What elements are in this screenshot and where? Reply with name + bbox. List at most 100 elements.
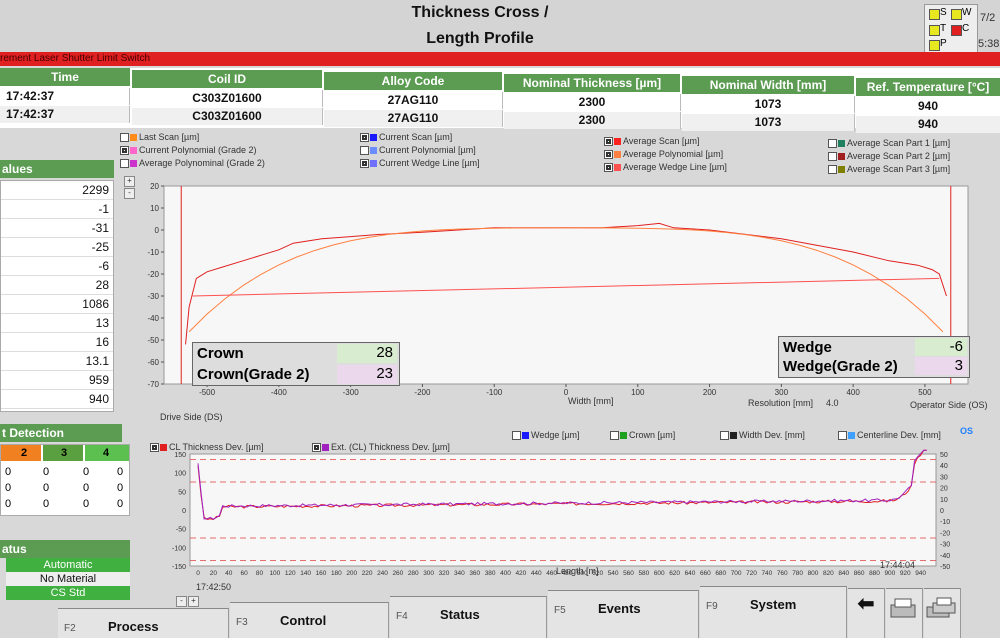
value-row: -1 xyxy=(1,200,113,219)
checkbox-icon[interactable] xyxy=(512,431,521,441)
y-right-tick-label: -40 xyxy=(940,553,950,560)
detection-panel-title: t Detection xyxy=(0,424,122,442)
length-zoom-in-button[interactable]: + xyxy=(188,596,199,607)
legend-label: Ext. (CL) Thickness Dev. [µm] xyxy=(331,442,450,452)
checkbox-checked-icon[interactable] xyxy=(360,159,369,169)
fkey-process-button[interactable]: F2 Process xyxy=(58,608,229,638)
detection-col-2 xyxy=(43,445,83,461)
checkbox-checked-icon[interactable] xyxy=(604,163,613,173)
cross-legend-item[interactable]: Average Scan Part 1 [µm] xyxy=(828,138,950,149)
checkbox-icon[interactable] xyxy=(838,431,847,441)
legend-label: Crown [µm] xyxy=(629,430,676,440)
x-tick-label: 680 xyxy=(715,570,726,577)
print-all-button[interactable] xyxy=(924,588,961,638)
x-tick-label: 380 xyxy=(485,570,496,577)
checkbox-icon[interactable] xyxy=(828,139,837,149)
cross-legend-item[interactable]: Current Polynomial (Grade 2) xyxy=(120,145,257,156)
col-thickness-header: Nominal Thickness [µm] xyxy=(504,74,680,92)
length-zoom-out-button[interactable]: - xyxy=(176,596,187,607)
length-legend-item[interactable]: Ext. (CL) Thickness Dev. [µm] xyxy=(312,442,450,453)
checkbox-icon[interactable] xyxy=(120,159,129,169)
row1-time: 17:42:37 xyxy=(0,88,130,105)
fkey-label: Status xyxy=(440,607,480,622)
length-legend-item[interactable]: Wedge [µm] xyxy=(512,430,580,441)
x-tick-label: 80 xyxy=(256,570,264,577)
x-tick-label: 780 xyxy=(792,570,803,577)
legend-swatch xyxy=(370,147,377,155)
cross-legend-item[interactable]: Current Scan [µm] xyxy=(360,132,452,143)
y-left-tick-label: -50 xyxy=(176,527,186,534)
detection-cell: 0 xyxy=(42,498,50,510)
fkey-events-button[interactable]: F5 Events xyxy=(548,590,699,638)
checkbox-checked-icon[interactable] xyxy=(120,146,129,156)
cross-legend-item[interactable]: Current Wedge Line [µm] xyxy=(360,158,480,169)
cross-legend-item[interactable]: Average Polynominal (Grade 2) xyxy=(120,158,265,169)
checkbox-checked-icon[interactable] xyxy=(312,443,321,453)
alarm-bar[interactable]: rement Laser Shutter Limit Switch xyxy=(0,52,1000,66)
detection-header-2: 2 xyxy=(20,447,28,459)
cross-legend-item[interactable]: Current Polynomial [µm] xyxy=(360,145,476,156)
checkbox-checked-icon[interactable] xyxy=(604,137,613,147)
legend-swatch xyxy=(620,432,627,440)
checkbox-icon[interactable] xyxy=(120,133,129,143)
length-legend-item[interactable]: Width Dev. [mm] xyxy=(720,430,805,441)
checkbox-checked-icon[interactable] xyxy=(360,133,369,143)
crown2-label: Crown(Grade 2) xyxy=(197,366,310,383)
row2-coil: C303Z01600 xyxy=(132,108,323,125)
print-button[interactable] xyxy=(886,588,923,638)
indicator-s-lamp xyxy=(929,9,940,20)
checkbox-icon[interactable] xyxy=(360,146,369,156)
legend-swatch xyxy=(614,138,621,146)
checkbox-icon[interactable] xyxy=(828,152,837,162)
indicator-w-lamp xyxy=(951,9,962,20)
coil-table: Time Coil ID Alloy Code Nominal Thicknes… xyxy=(0,68,1000,133)
y-tick-label: -30 xyxy=(147,292,159,301)
x-tick-label: 400 xyxy=(500,570,511,577)
y-tick-label: 10 xyxy=(150,204,159,213)
row2-alloy: 27AG110 xyxy=(324,110,503,127)
x-tick-label: -200 xyxy=(414,388,431,397)
cross-legend-item[interactable]: Average Scan Part 3 [µm] xyxy=(828,164,950,175)
detection-cell: 0 xyxy=(116,482,124,494)
y-right-tick-label: -20 xyxy=(940,530,950,537)
checkbox-icon[interactable] xyxy=(610,431,619,441)
x-tick-label: 520 xyxy=(592,570,603,577)
x-tick-label: 940 xyxy=(915,570,926,577)
cross-legend-item[interactable]: Average Wedge Line [µm] xyxy=(604,162,727,173)
y-left-tick-label: 150 xyxy=(174,452,186,459)
length-legend-item[interactable]: CL Thickness Dev. [µm] xyxy=(150,442,264,453)
crown-label: Crown xyxy=(197,345,244,362)
detection-cell: 0 xyxy=(116,498,124,510)
x-tick-label: 200 xyxy=(703,388,717,397)
x-tick-label: 320 xyxy=(439,570,450,577)
cross-legend-item[interactable]: Average Scan Part 2 [µm] xyxy=(828,151,950,162)
cross-legend-item[interactable]: Last Scan [µm] xyxy=(120,132,199,143)
checkbox-checked-icon[interactable] xyxy=(604,150,613,160)
checkbox-icon[interactable] xyxy=(720,431,729,441)
cross-legend-item[interactable]: Average Polynomial [µm] xyxy=(604,149,723,160)
checkbox-checked-icon[interactable] xyxy=(150,443,159,453)
zoom-in-button[interactable]: + xyxy=(124,176,135,187)
indicator-c-label: C xyxy=(962,23,970,34)
x-tick-label: -300 xyxy=(343,388,360,397)
value-row: 940 xyxy=(1,390,113,409)
x-tick-label: 500 xyxy=(918,388,932,397)
length-legend-item[interactable]: Crown [µm] xyxy=(610,430,676,441)
fkey-system-button[interactable]: F9 System xyxy=(700,586,847,638)
length-legend-item[interactable]: Centerline Dev. [mm] xyxy=(838,430,941,441)
fkey-status-button[interactable]: F4 Status xyxy=(390,596,547,638)
cross-legend-item[interactable]: Average Scan [µm] xyxy=(604,136,700,147)
fkey-control-button[interactable]: F3 Control xyxy=(230,602,389,638)
fkey-number: F5 xyxy=(554,605,566,616)
length-profile-svg: 150100500-50-100-15050403020100-10-20-30… xyxy=(172,449,950,577)
drive-side-label: Drive Side (DS) xyxy=(160,412,223,422)
x-tick-label: 880 xyxy=(869,570,880,577)
header-time: 5:38 xyxy=(978,38,1000,50)
indicator-p-lamp xyxy=(929,40,940,51)
legend-label: Average Scan [µm] xyxy=(623,136,700,146)
back-button[interactable]: ⬅ xyxy=(848,588,885,638)
checkbox-icon[interactable] xyxy=(828,165,837,175)
y-tick-label: -20 xyxy=(147,270,159,279)
legend-swatch xyxy=(838,153,845,161)
zoom-out-button[interactable]: - xyxy=(124,188,135,199)
